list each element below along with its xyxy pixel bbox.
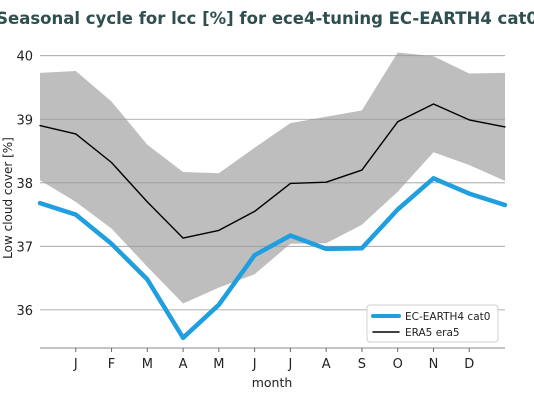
x-tick-label: J xyxy=(252,357,257,372)
x-tick-label: M xyxy=(142,357,153,372)
range-band xyxy=(40,52,505,304)
x-tick-label: O xyxy=(393,357,403,372)
x-tick-label: N xyxy=(429,357,439,372)
x-axis-label: month xyxy=(252,375,293,390)
plot-area: 36 37 38 39 40 J F M A M J J A S O N D EC-EARTH4 cat0 ERA5… xyxy=(16,50,508,372)
series-line xyxy=(37,176,508,341)
x-tick-label: F xyxy=(108,357,115,372)
series-line xyxy=(39,103,506,239)
legend-label: EC-EARTH4 cat0 xyxy=(405,311,490,323)
x-tick-label: S xyxy=(358,357,366,372)
y-tick-label: 38 xyxy=(16,177,33,192)
x-tick-label: A xyxy=(322,357,331,372)
x-tick-label: A xyxy=(179,357,188,372)
x-tick-label: M xyxy=(213,357,224,372)
y-tick-label: 40 xyxy=(16,50,33,65)
y-tick-label: 39 xyxy=(16,113,33,128)
y-tick-label: 37 xyxy=(16,240,33,255)
y-tick-label: 36 xyxy=(16,304,33,319)
y-axis-label: Low cloud cover [%] xyxy=(1,137,15,259)
x-tick-label: J xyxy=(287,357,292,372)
legend-label: ERA5 era5 xyxy=(405,327,460,339)
x-tick-label: D xyxy=(464,357,474,372)
x-tick-label: J xyxy=(73,357,78,372)
chart-title: Seasonal cycle for lcc [%] for ece4-tuni… xyxy=(0,9,534,28)
